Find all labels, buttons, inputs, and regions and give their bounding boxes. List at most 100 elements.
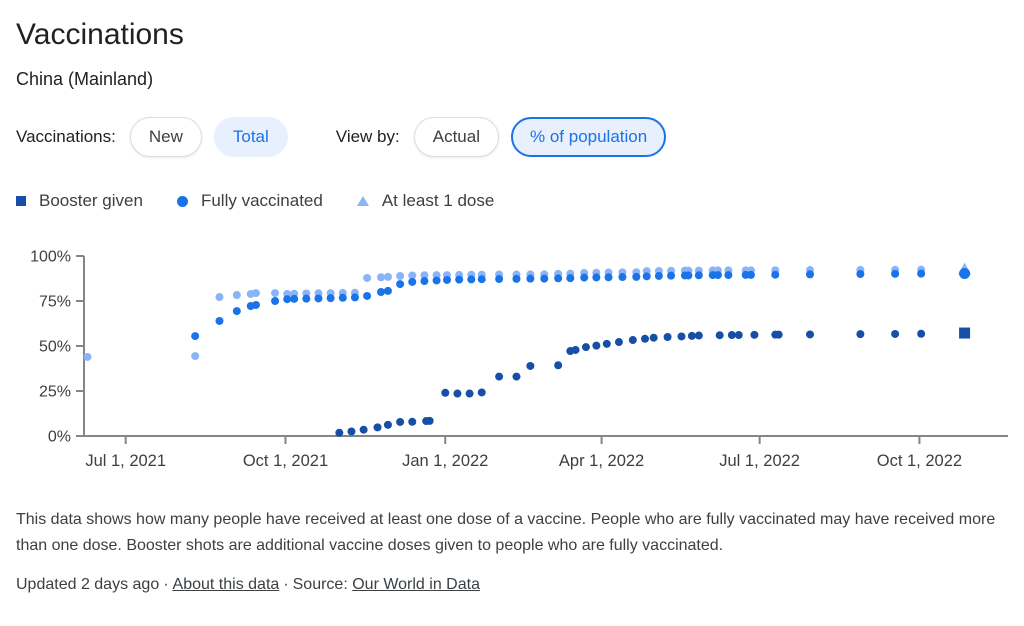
fully-vaccinated-point xyxy=(512,274,521,283)
fully-vaccinated-point xyxy=(724,271,733,280)
fully-vaccinated-point xyxy=(642,272,651,281)
legend-label: Fully vaccinated xyxy=(200,191,323,210)
separator-dot: · xyxy=(283,576,289,593)
booster-given-point xyxy=(856,330,865,339)
fully-vaccinated-point xyxy=(363,291,372,300)
at-least-1-dose-point xyxy=(215,293,224,302)
fully-vaccinated-point xyxy=(618,273,627,282)
at-least-1-dose-point xyxy=(83,352,92,361)
chart-area: 0% 25% 50% 75% 100% Jul 1, 2021 Oct 1, 2021 Jan… xyxy=(0,238,1024,483)
separator-dot: · xyxy=(163,576,169,593)
filter-chip-new[interactable]: New xyxy=(129,117,202,157)
booster-given-point xyxy=(359,425,368,434)
at-least-1-dose-point xyxy=(251,289,260,298)
fully-vaccinated-point xyxy=(338,293,347,302)
booster-given-point xyxy=(774,330,783,339)
booster-given-point xyxy=(734,331,743,340)
legend-item-booster-given: Booster given xyxy=(16,191,143,211)
fully-vaccinated-point xyxy=(495,275,504,284)
filter-chip-percent-of-population[interactable]: % of population xyxy=(511,117,667,157)
fully-vaccinated-point xyxy=(443,275,451,284)
booster-given-point xyxy=(441,388,450,397)
filter-chip-total[interactable]: Total xyxy=(213,117,288,157)
booster-given-point xyxy=(396,417,405,426)
fully-vaccinated-point xyxy=(580,273,589,282)
source-link[interactable]: Our World in Data xyxy=(352,576,480,593)
source-label: Source: xyxy=(292,576,348,593)
x-tick-label: Apr 1, 2022 xyxy=(559,452,644,470)
booster-given-point xyxy=(571,345,580,354)
booster-given-point xyxy=(465,389,474,398)
y-tick-label: 0% xyxy=(48,429,71,446)
about-this-data-link[interactable]: About this data xyxy=(172,576,280,593)
x-tick-label: Oct 1, 2021 xyxy=(243,452,328,470)
fully-vaccinated-point xyxy=(746,270,755,279)
booster-given-point xyxy=(512,372,521,381)
fully-vaccinated-point xyxy=(455,275,464,284)
booster-given-point xyxy=(694,331,703,340)
at-least-1-dose-point xyxy=(191,352,200,361)
at-least-1-dose-point xyxy=(396,271,405,280)
y-tick-label: 50% xyxy=(39,339,71,356)
booster-square-icon xyxy=(16,196,26,206)
updated-text: Updated 2 days ago xyxy=(16,576,160,593)
vaccinations-scatter-chart: 0% 25% 50% 75% 100% Jul 1, 2021 Oct 1, 2021 Jan… xyxy=(30,249,1008,470)
fully-vaccinated-point xyxy=(592,273,601,282)
page-title: Vaccinations xyxy=(16,18,184,51)
fully-vaccinated-point xyxy=(654,271,663,280)
x-tick-label: Jul 1, 2022 xyxy=(719,452,800,470)
at-least-1-dose-point xyxy=(420,271,429,280)
booster-given-point xyxy=(383,420,392,429)
booster-given-point xyxy=(715,331,724,340)
chart-legend: Booster given Fully vaccinated At least … xyxy=(16,191,1008,211)
at-least-1-dose-point xyxy=(377,273,385,282)
fully-vaccinated-point xyxy=(684,271,693,280)
booster-given-point xyxy=(592,341,601,350)
fully-vaccinated-point xyxy=(383,286,392,295)
vaccinations-filter-label: Vaccinations: xyxy=(16,127,116,146)
fully-vaccinated-point xyxy=(396,280,405,289)
booster-given-point xyxy=(554,361,563,370)
legend-label: Booster given xyxy=(39,191,143,210)
at-least-1-dose-point xyxy=(383,272,392,281)
fully-vaccinated-point xyxy=(771,270,780,279)
fully-vaccinated-point xyxy=(713,271,722,280)
fully-vaccinated-point xyxy=(891,269,900,278)
at-least-1-dose-point xyxy=(408,271,417,280)
fully-vaccinated-point xyxy=(604,273,613,282)
booster-given-point xyxy=(495,372,504,381)
fully-vaccinated-point xyxy=(408,277,417,286)
chart-description: This data shows how many people have rec… xyxy=(16,511,996,554)
fully-vaccinated-point xyxy=(806,270,814,279)
booster-given-point xyxy=(581,343,590,352)
y-tick-label: 100% xyxy=(30,249,71,266)
filter-chip-actual[interactable]: Actual xyxy=(413,117,499,157)
fully-vaccinated-point xyxy=(191,332,200,341)
booster-given-point xyxy=(408,417,417,426)
at-least-1-dose-point xyxy=(271,289,280,298)
booster-given-point xyxy=(602,339,611,348)
fully-vaccinated-point xyxy=(554,274,563,283)
legend-label: At least 1 dose xyxy=(381,191,495,210)
region-subtitle: China (Mainland) xyxy=(16,69,154,89)
fully-vaccinated-point xyxy=(377,288,385,296)
booster-given-point xyxy=(917,329,926,338)
fully-vaccinated-latest-circle-marker xyxy=(959,267,971,279)
fully-vaccinated-point xyxy=(694,271,703,280)
fully-vaccinated-point xyxy=(526,274,535,283)
fully-vaccinated-point xyxy=(314,294,323,303)
fully-vaccinated-circle-icon xyxy=(176,195,188,207)
booster-given-point xyxy=(677,332,686,341)
booster-latest-square-marker xyxy=(959,327,971,339)
x-tick-label: Jul 1, 2021 xyxy=(85,452,166,470)
booster-given-point xyxy=(649,333,658,342)
fully-vaccinated-point xyxy=(251,300,260,309)
booster-given-point xyxy=(347,427,356,436)
fully-vaccinated-point xyxy=(271,297,280,305)
booster-given-point xyxy=(526,361,535,370)
x-tick-label: Jan 1, 2022 xyxy=(402,452,488,470)
fully-vaccinated-point xyxy=(283,295,292,304)
booster-given-point xyxy=(477,388,486,397)
legend-item-at-least-1-dose: At least 1 dose xyxy=(356,191,495,211)
booster-given-point xyxy=(806,330,814,339)
